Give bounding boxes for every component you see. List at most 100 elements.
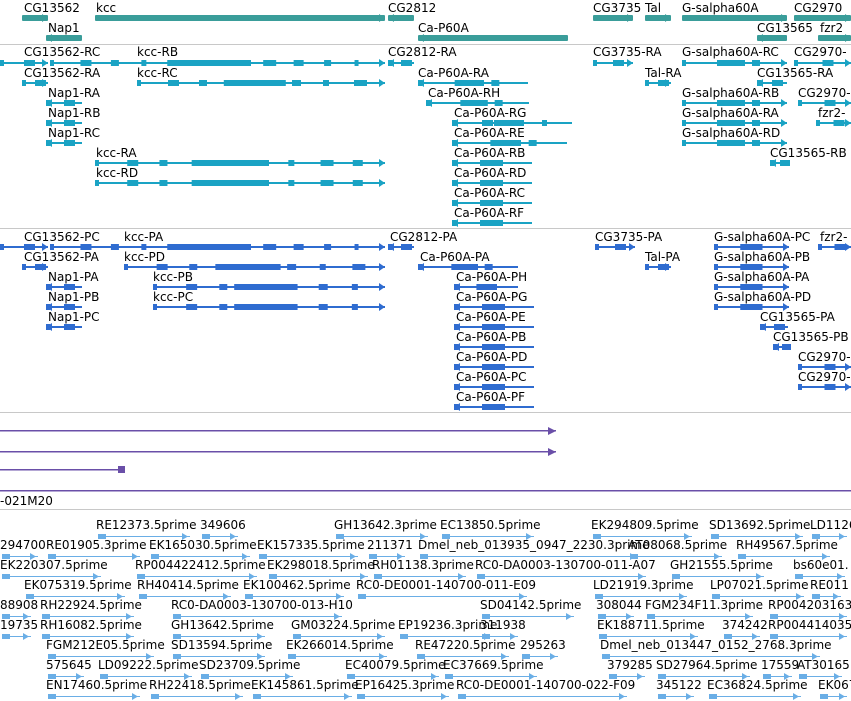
gene-glyph[interactable]	[0, 13, 851, 23]
est-glyph[interactable]	[0, 653, 851, 661]
est-label[interactable]: RH22418.5prime	[149, 678, 251, 692]
est-label[interactable]: RH16082.5prime	[40, 618, 142, 632]
est-glyph[interactable]	[0, 613, 851, 621]
protein-glyph[interactable]	[0, 302, 851, 312]
protein-glyph[interactable]	[0, 382, 851, 392]
est-label[interactable]: LD1126	[810, 518, 851, 532]
transcript-glyph[interactable]	[0, 78, 851, 88]
protein-glyph[interactable]	[0, 242, 851, 252]
protein-glyph[interactable]	[0, 322, 851, 332]
protein-label[interactable]: Nap1-PC	[48, 310, 100, 324]
protein-glyph[interactable]	[0, 302, 851, 312]
transcript-label[interactable]: Tal-RA	[645, 66, 682, 80]
transcript-glyph[interactable]	[0, 138, 851, 148]
protein-label[interactable]: Ca-P60A-PF	[456, 390, 525, 404]
est-label[interactable]: 211371	[367, 538, 413, 552]
est-label[interactable]: LD21919.3prime	[593, 578, 694, 592]
est-glyph[interactable]	[0, 613, 851, 621]
transcript-glyph[interactable]	[0, 78, 851, 88]
est-label[interactable]: EK188711.5prime	[597, 618, 705, 632]
protein-label[interactable]: Ca-P60A-PB	[456, 330, 527, 344]
est-label[interactable]: FGM212E05.5prime	[46, 638, 165, 652]
gene-glyph[interactable]	[0, 13, 851, 23]
transcript-glyph[interactable]	[0, 98, 851, 108]
transcript-label[interactable]: Ca-P60A-RH	[428, 86, 501, 100]
est-label[interactable]: EN17460.5prime	[46, 678, 148, 692]
protein-glyph[interactable]	[0, 382, 851, 392]
gene-glyph[interactable]	[0, 13, 851, 23]
est-glyph[interactable]	[0, 673, 851, 681]
est-label[interactable]: RC0-DE0001-140700-011-E09	[356, 578, 536, 592]
est-label[interactable]: EK157335.5prime	[257, 538, 365, 552]
est-glyph[interactable]	[0, 573, 851, 581]
est-glyph[interactable]	[0, 553, 851, 561]
est-glyph[interactable]	[0, 653, 851, 661]
transcript-glyph[interactable]	[0, 58, 851, 68]
est-label[interactable]: bs60e01.	[793, 558, 849, 572]
est-label[interactable]: 88908	[0, 598, 39, 612]
est-label[interactable]: GH13642.5prime	[171, 618, 274, 632]
transcript-glyph[interactable]	[0, 98, 851, 108]
est-label[interactable]: EK145861.5prime	[251, 678, 359, 692]
est-glyph[interactable]	[0, 693, 851, 701]
est-glyph[interactable]	[0, 553, 851, 561]
transcript-glyph[interactable]	[0, 218, 851, 228]
protein-glyph[interactable]	[0, 242, 851, 252]
est-label[interactable]: EK100462.5prime	[243, 578, 351, 592]
est-label[interactable]: 379285	[607, 658, 653, 672]
transcript-label[interactable]: CG2812-RA	[388, 45, 457, 59]
est-glyph[interactable]	[0, 693, 851, 701]
est-label[interactable]: EK220307.5prime	[0, 558, 108, 572]
transcript-label[interactable]: Ca-P60A-RG	[454, 106, 527, 120]
protein-glyph[interactable]	[0, 242, 851, 252]
gene-glyph[interactable]	[0, 33, 851, 43]
gene-label[interactable]: CG3735	[593, 1, 642, 15]
est-label[interactable]: 19735	[0, 618, 39, 632]
est-glyph[interactable]	[0, 653, 851, 661]
transcript-label[interactable]: Ca-P60A-RE	[454, 126, 525, 140]
est-label[interactable]: Dmel_neb_013935_0947_2230.3prime	[418, 538, 650, 552]
est-glyph[interactable]	[0, 673, 851, 681]
transcript-glyph[interactable]	[0, 138, 851, 148]
est-label[interactable]: RH22924.5prime	[40, 598, 142, 612]
transcript-glyph[interactable]	[0, 98, 851, 108]
protein-label[interactable]: Ca-P60A-PG	[456, 290, 528, 304]
est-glyph[interactable]	[0, 553, 851, 561]
est-label[interactable]: GH21555.5prime	[670, 558, 773, 572]
gene-label[interactable]: CG2970	[794, 1, 843, 15]
est-label[interactable]: LD09222.5prime	[98, 658, 199, 672]
est-label[interactable]: EK165030.5prime	[149, 538, 257, 552]
transcript-label[interactable]: CG3735-RA	[593, 45, 662, 59]
est-glyph[interactable]	[0, 533, 851, 541]
est-glyph[interactable]	[0, 573, 851, 581]
transcript-label[interactable]: CG13565-RA	[757, 66, 834, 80]
est-label[interactable]: SD23709.5prime	[199, 658, 301, 672]
est-glyph[interactable]	[0, 633, 851, 641]
gene-label[interactable]: fzr2	[820, 21, 844, 35]
transcript-glyph[interactable]	[0, 178, 851, 188]
est-glyph[interactable]	[0, 653, 851, 661]
est-glyph[interactable]	[0, 673, 851, 681]
protein-label[interactable]: Nap1-PB	[48, 290, 100, 304]
est-glyph[interactable]	[0, 573, 851, 581]
protein-label[interactable]: kcc-PB	[153, 270, 193, 284]
est-glyph[interactable]	[0, 553, 851, 561]
gene-label[interactable]: CG13562	[24, 1, 80, 15]
est-glyph[interactable]	[0, 673, 851, 681]
transcript-glyph[interactable]	[0, 158, 851, 168]
protein-glyph[interactable]	[0, 242, 851, 252]
transcript-glyph[interactable]	[0, 58, 851, 68]
transcript-glyph[interactable]	[0, 118, 851, 128]
protein-label[interactable]: CG13565-PA	[760, 310, 835, 324]
est-glyph[interactable]	[0, 593, 851, 601]
transcript-label[interactable]: Nap1-RA	[48, 86, 100, 100]
protein-glyph[interactable]	[0, 262, 851, 272]
protein-glyph[interactable]	[0, 362, 851, 372]
est-glyph[interactable]	[0, 553, 851, 561]
transcript-glyph[interactable]	[0, 138, 851, 148]
gene-label[interactable]: G-salpha60A	[682, 1, 759, 15]
est-label[interactable]: RH01138.3prime	[372, 558, 474, 572]
est-label[interactable]: EK294809.5prime	[591, 518, 699, 532]
transcript-glyph[interactable]	[0, 198, 851, 208]
est-glyph[interactable]	[0, 673, 851, 681]
